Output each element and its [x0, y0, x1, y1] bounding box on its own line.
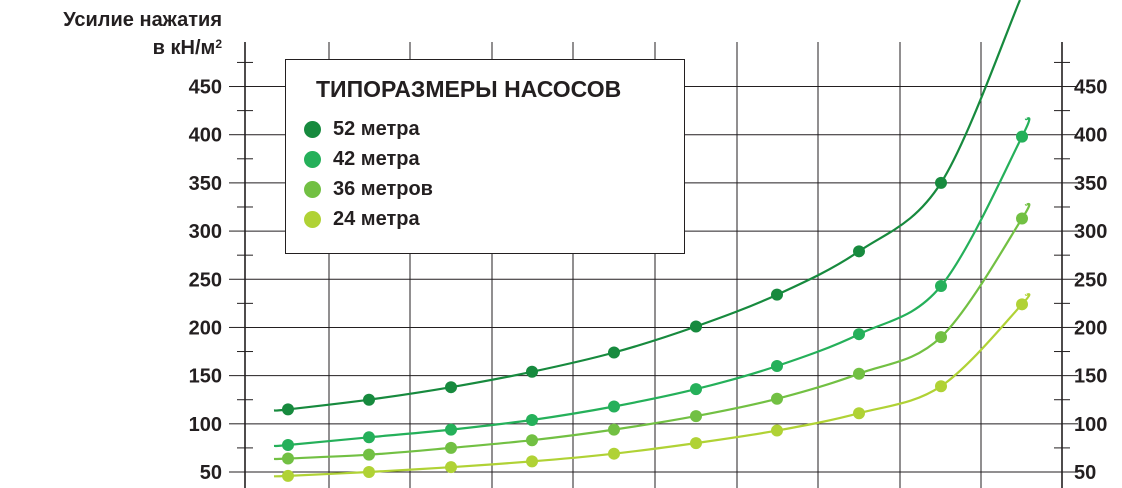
data-point — [935, 331, 947, 344]
chart-tick-labels: 50 50 100 100 150 150 200 200 250 250 300 300 350 350… — [189, 77, 1108, 484]
data-point — [771, 288, 783, 301]
y-axis-title-line1: Усилие нажатия — [63, 9, 222, 31]
data-point — [282, 469, 294, 482]
data-point — [445, 441, 457, 454]
legend-item-42: 42 метра — [304, 144, 420, 174]
legend-marker-36 — [304, 180, 321, 198]
data-point — [690, 410, 702, 423]
data-point — [608, 346, 620, 359]
data-point — [1016, 212, 1028, 225]
data-point — [771, 424, 783, 437]
data-point — [445, 381, 457, 394]
data-point — [608, 423, 620, 436]
data-point — [853, 328, 865, 341]
y-tick-label-left: 200 — [189, 317, 222, 339]
y-tick-label-right: 250 — [1074, 269, 1107, 291]
data-point — [526, 413, 538, 426]
y-tick-label-right: 200 — [1074, 317, 1107, 339]
legend-label-42: 42 метра — [333, 147, 420, 170]
y-tick-label-left: 400 — [189, 125, 222, 147]
y-tick-label-right: 100 — [1074, 414, 1107, 436]
y-tick-label-left: 50 — [200, 462, 222, 484]
legend-label-36: 36 метров — [333, 177, 433, 200]
data-point — [363, 466, 375, 478]
data-point — [526, 455, 538, 468]
data-point — [935, 280, 947, 293]
data-point — [526, 434, 538, 447]
legend: ТИПОРАЗМЕРЫ НАСОСОВ 52 метра 42 метра 36… — [285, 59, 685, 254]
legend-item-36: 36 метров — [304, 174, 433, 204]
data-point — [282, 439, 294, 452]
legend-label-52: 52 метра — [333, 117, 420, 140]
data-point — [690, 437, 702, 450]
data-point — [1016, 298, 1028, 311]
data-point — [690, 320, 702, 333]
y-axis-title-line2: в кН/м — [152, 37, 216, 59]
y-tick-label-left: 100 — [189, 414, 222, 436]
legend-title: ТИПОРАЗМЕРЫ НАСОСОВ — [316, 76, 622, 102]
data-point — [608, 400, 620, 413]
data-point — [282, 403, 294, 416]
y-tick-label-left: 250 — [189, 269, 222, 291]
y-tick-label-right: 150 — [1074, 366, 1107, 388]
data-point — [1016, 130, 1028, 143]
data-point — [608, 447, 620, 460]
data-point — [363, 393, 375, 406]
y-axis-title: Усилие нажатия в кН/м2 — [0, 8, 222, 60]
y-tick-label-right: 450 — [1074, 77, 1107, 99]
data-point — [363, 448, 375, 461]
legend-item-24: 24 метра — [304, 204, 420, 234]
data-point — [771, 359, 783, 372]
legend-item-52: 52 метра — [304, 114, 420, 144]
y-tick-label-right: 50 — [1074, 462, 1096, 484]
data-point — [853, 245, 865, 258]
chart-points — [282, 130, 1028, 482]
legend-marker-42 — [304, 150, 321, 168]
y-tick-label-left: 350 — [189, 173, 222, 195]
data-point — [445, 461, 457, 474]
data-point — [771, 392, 783, 405]
y-tick-label-right: 300 — [1074, 221, 1107, 243]
data-point — [935, 380, 947, 393]
data-point — [526, 365, 538, 378]
legend-label-24: 24 метра — [333, 207, 420, 230]
y-tick-label-left: 150 — [189, 366, 222, 388]
legend-marker-24 — [304, 210, 321, 228]
y-tick-label-left: 450 — [189, 77, 222, 99]
data-point — [853, 367, 865, 380]
series-line — [273, 293, 1031, 478]
legend-marker-52 — [304, 120, 321, 138]
y-tick-label-right: 350 — [1074, 173, 1107, 195]
data-point — [445, 423, 457, 436]
data-point — [690, 383, 702, 396]
data-point — [935, 176, 947, 189]
y-axis-title-superscript: 2 — [215, 37, 222, 51]
y-tick-label-left: 300 — [189, 221, 222, 243]
data-point — [853, 407, 865, 420]
data-point — [282, 452, 294, 465]
y-tick-label-right: 400 — [1074, 125, 1107, 147]
data-point — [363, 431, 375, 444]
